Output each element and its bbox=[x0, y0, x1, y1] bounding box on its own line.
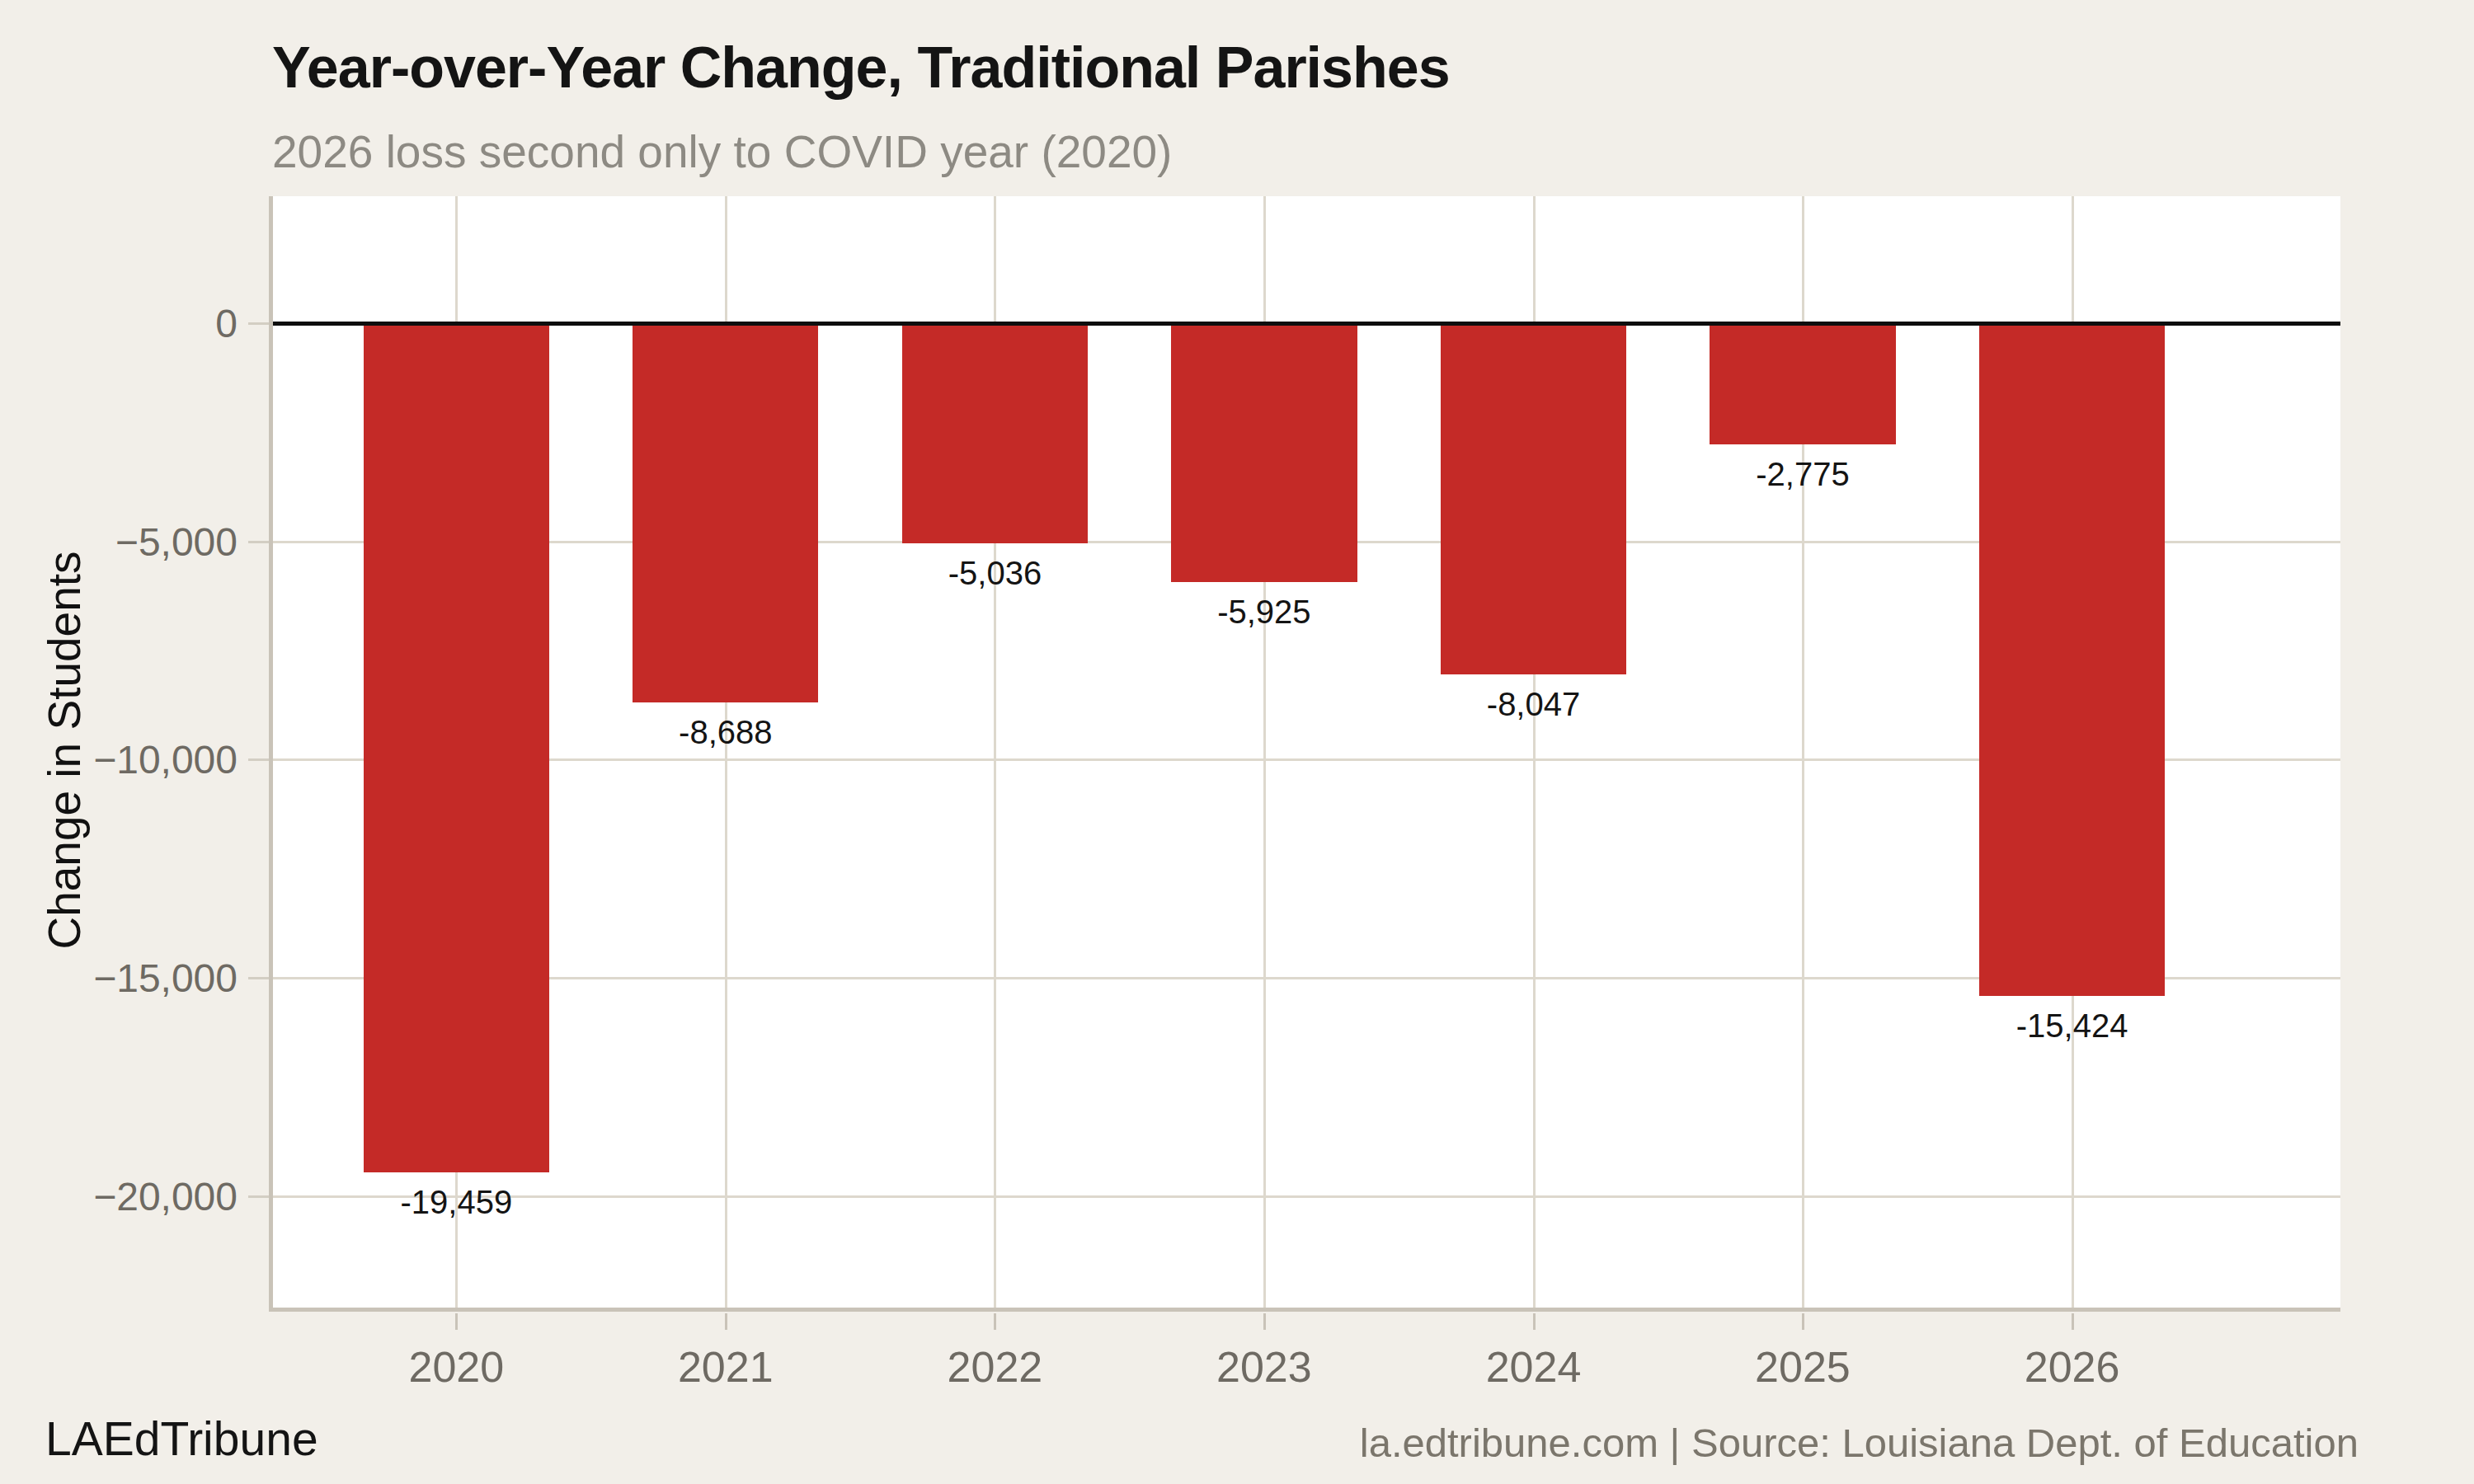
bar-value-label: -19,459 bbox=[401, 1184, 513, 1221]
footer-source-attribution: la.edtribune.com | Source: Louisiana Dep… bbox=[1360, 1420, 2359, 1466]
bar-2022 bbox=[902, 323, 1088, 543]
x-tick-label: 2026 bbox=[2025, 1342, 2120, 1392]
bar-value-label: -8,688 bbox=[679, 714, 772, 751]
bar-value-label: -5,036 bbox=[948, 555, 1042, 592]
y-tick-mark bbox=[248, 322, 269, 325]
y-tick-mark bbox=[248, 1195, 269, 1198]
x-tick-label: 2024 bbox=[1486, 1342, 1582, 1392]
y-tick-label: −20,000 bbox=[93, 1174, 238, 1219]
y-tick-label: −15,000 bbox=[93, 956, 238, 1001]
y-axis-tick-labels: 0 −5,000 −10,000 −15,000 −20,000 bbox=[0, 196, 238, 1308]
footer-brand: LAEdTribune bbox=[45, 1411, 318, 1466]
x-tick-mark bbox=[1533, 1313, 1536, 1330]
bar-2021 bbox=[633, 323, 818, 702]
y-tick-label: −5,000 bbox=[115, 519, 238, 565]
bar-2020 bbox=[364, 323, 549, 1172]
chart-title: Year-over-Year Change, Traditional Paris… bbox=[272, 35, 1450, 101]
x-tick-mark bbox=[1802, 1313, 1804, 1330]
bar-value-label: -2,775 bbox=[1756, 456, 1849, 493]
horizontal-gridline bbox=[273, 1195, 2340, 1198]
x-tick-label: 2021 bbox=[678, 1342, 774, 1392]
y-tick-label: 0 bbox=[215, 301, 238, 346]
y-tick-mark bbox=[248, 977, 269, 979]
zero-baseline bbox=[273, 322, 2340, 326]
bar-2026 bbox=[1979, 323, 2165, 996]
plot-area: -19,4592020-8,6882021-5,0362022-5,925202… bbox=[269, 196, 2340, 1312]
chart-canvas: Year-over-Year Change, Traditional Paris… bbox=[0, 0, 2474, 1484]
y-tick-mark bbox=[248, 758, 269, 761]
bar-value-label: -8,047 bbox=[1487, 686, 1580, 723]
x-tick-label: 2025 bbox=[1755, 1342, 1851, 1392]
x-tick-mark bbox=[2072, 1313, 2074, 1330]
chart-subtitle: 2026 loss second only to COVID year (202… bbox=[272, 125, 1172, 178]
bar-2023 bbox=[1171, 323, 1357, 582]
x-tick-mark bbox=[725, 1313, 727, 1330]
bar-2024 bbox=[1441, 323, 1626, 674]
bar-value-label: -5,925 bbox=[1217, 594, 1310, 631]
x-tick-label: 2020 bbox=[409, 1342, 505, 1392]
bar-2025 bbox=[1710, 323, 1895, 444]
y-tick-mark bbox=[248, 541, 269, 543]
x-tick-label: 2022 bbox=[948, 1342, 1043, 1392]
y-tick-label: −10,000 bbox=[93, 737, 238, 782]
x-tick-mark bbox=[1263, 1313, 1266, 1330]
x-tick-mark bbox=[994, 1313, 996, 1330]
bar-value-label: -15,424 bbox=[2016, 1007, 2128, 1045]
x-tick-mark bbox=[455, 1313, 458, 1330]
x-tick-label: 2023 bbox=[1216, 1342, 1312, 1392]
